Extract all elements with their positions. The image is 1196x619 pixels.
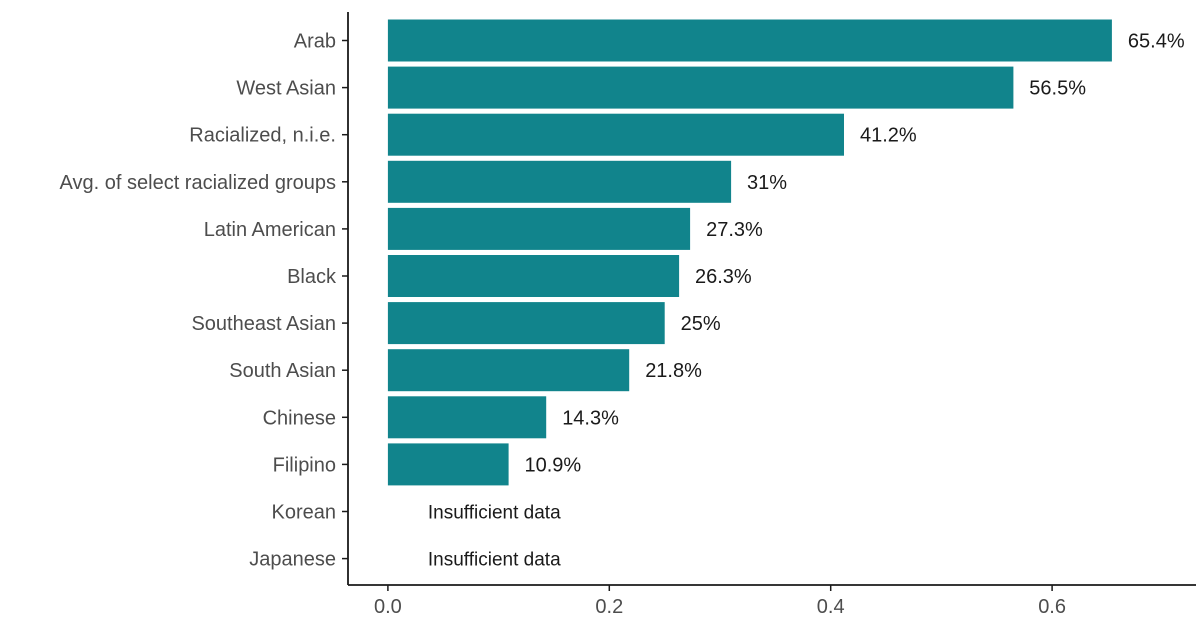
category-label-japanese: Japanese bbox=[249, 549, 336, 571]
value-label-chinese: 14.3% bbox=[562, 407, 619, 429]
x-ticks-group: 0.0 0.2 0.4 0.6 bbox=[374, 585, 1066, 618]
bar-south-asian bbox=[387, 349, 630, 392]
category-label-latin-american: Latin American bbox=[204, 219, 336, 241]
category-label-southeast-asian: Southeast Asian bbox=[191, 313, 336, 335]
y-ticks-group bbox=[342, 39, 348, 560]
value-label-arab: 65.4% bbox=[1128, 31, 1185, 53]
insufficient-data-label-korean: Insufficient data bbox=[428, 503, 561, 524]
insufficient-data-label-japanese: Insufficient data bbox=[428, 550, 561, 571]
x-tick-label-2: 0.4 bbox=[817, 596, 845, 618]
value-label-racialized-n-i-e: 41.2% bbox=[860, 125, 917, 147]
x-tick-label-3: 0.6 bbox=[1038, 596, 1066, 618]
bars-group bbox=[387, 19, 1112, 486]
value-label-avg-of-select-racialized-groups: 31% bbox=[747, 172, 787, 194]
value-label-filipino: 10.9% bbox=[525, 454, 582, 476]
value-label-latin-american: 27.3% bbox=[706, 219, 763, 241]
category-label-chinese: Chinese bbox=[263, 407, 336, 429]
category-label-korean: Korean bbox=[272, 502, 337, 524]
bar-racialized-n-i-e bbox=[387, 113, 844, 156]
value-label-west-asian: 56.5% bbox=[1029, 78, 1086, 100]
category-label-racialized-n-i-e: Racialized, n.i.e. bbox=[189, 125, 336, 147]
bar-chinese bbox=[387, 396, 547, 439]
category-label-west-asian: West Asian bbox=[236, 78, 336, 100]
bar-avg-of-select-racialized-groups bbox=[387, 160, 732, 203]
value-label-southeast-asian: 25% bbox=[681, 313, 721, 335]
category-label-south-asian: South Asian bbox=[229, 360, 336, 382]
value-labels-group: 65.4% 56.5% 41.2% 31% 27.3% 26.3% 25% 21.8% 14.3… bbox=[428, 31, 1185, 571]
value-label-south-asian: 21.8% bbox=[645, 360, 702, 382]
category-labels-group: Arab West Asian Racialized, n.i.e. Avg. of … bbox=[60, 31, 337, 571]
category-label-arab: Arab bbox=[294, 31, 336, 53]
x-tick-label-1: 0.2 bbox=[595, 596, 623, 618]
bar-latin-american bbox=[387, 207, 691, 250]
value-label-black: 26.3% bbox=[695, 266, 752, 288]
bar-southeast-asian bbox=[387, 302, 665, 345]
x-tick-label-0: 0.0 bbox=[374, 596, 402, 618]
bar-west-asian bbox=[387, 66, 1014, 109]
category-label-black: Black bbox=[287, 266, 337, 288]
category-label-filipino: Filipino bbox=[273, 454, 336, 476]
category-label-avg-of-select-racialized-groups: Avg. of select racialized groups bbox=[60, 172, 336, 194]
bar-filipino bbox=[387, 443, 509, 486]
bar-black bbox=[387, 255, 680, 297]
bar-arab bbox=[387, 19, 1112, 62]
